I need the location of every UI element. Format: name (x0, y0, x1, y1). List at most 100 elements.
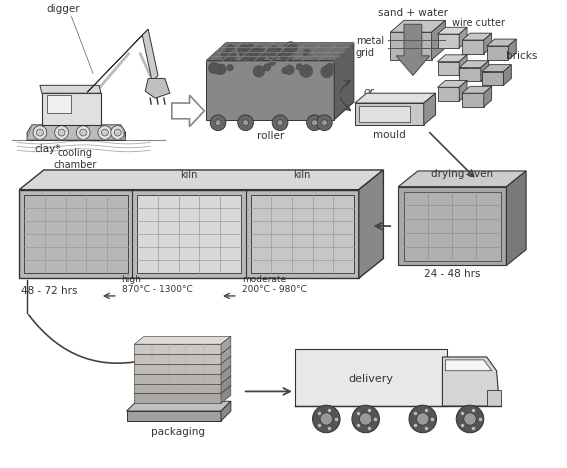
Text: clay*: clay* (34, 144, 60, 154)
Polygon shape (446, 360, 492, 371)
Circle shape (238, 115, 253, 131)
Circle shape (244, 44, 256, 57)
Polygon shape (206, 43, 354, 61)
Polygon shape (134, 356, 231, 364)
Polygon shape (251, 195, 354, 273)
Circle shape (321, 66, 333, 78)
Polygon shape (126, 401, 231, 411)
Polygon shape (172, 95, 204, 127)
Polygon shape (438, 34, 459, 48)
Circle shape (296, 64, 303, 70)
Text: bricks: bricks (506, 51, 538, 61)
Circle shape (255, 46, 265, 56)
Circle shape (227, 65, 234, 71)
Text: 48 - 72 hrs: 48 - 72 hrs (21, 286, 78, 296)
Circle shape (320, 413, 332, 425)
Polygon shape (503, 65, 511, 85)
Circle shape (285, 65, 294, 74)
Text: digger: digger (47, 5, 81, 15)
Circle shape (272, 115, 288, 131)
Polygon shape (134, 386, 231, 394)
Circle shape (80, 129, 87, 136)
Circle shape (352, 405, 379, 433)
Polygon shape (137, 195, 240, 273)
Circle shape (221, 51, 230, 59)
Polygon shape (459, 55, 467, 75)
Circle shape (282, 67, 289, 74)
Polygon shape (462, 33, 492, 40)
Polygon shape (482, 72, 503, 85)
Polygon shape (359, 106, 410, 122)
Circle shape (464, 413, 476, 425)
Polygon shape (206, 43, 354, 61)
Circle shape (312, 405, 340, 433)
Polygon shape (486, 46, 509, 60)
Circle shape (249, 48, 261, 61)
Polygon shape (142, 29, 158, 81)
Polygon shape (295, 349, 447, 406)
Polygon shape (221, 376, 231, 394)
Polygon shape (334, 43, 354, 120)
Polygon shape (134, 394, 221, 403)
Circle shape (300, 65, 312, 78)
Polygon shape (134, 354, 221, 364)
Circle shape (276, 48, 282, 55)
Circle shape (214, 66, 222, 74)
Polygon shape (40, 85, 101, 93)
Text: high
870°C - 1300°C: high 870°C - 1300°C (121, 275, 192, 294)
Polygon shape (438, 80, 467, 88)
Polygon shape (438, 27, 467, 34)
Circle shape (226, 45, 235, 53)
Circle shape (321, 120, 327, 126)
Polygon shape (134, 344, 221, 354)
Polygon shape (134, 376, 231, 384)
Polygon shape (398, 187, 506, 265)
Polygon shape (27, 124, 125, 140)
Polygon shape (459, 27, 467, 48)
Polygon shape (221, 336, 231, 354)
Polygon shape (221, 356, 231, 373)
Polygon shape (398, 171, 526, 187)
Circle shape (456, 405, 484, 433)
Circle shape (269, 59, 276, 66)
Text: mould: mould (373, 131, 405, 140)
Polygon shape (134, 373, 221, 384)
Text: sand + water: sand + water (378, 8, 448, 18)
Circle shape (409, 405, 437, 433)
Circle shape (253, 66, 265, 77)
Text: kiln: kiln (293, 170, 310, 180)
Polygon shape (438, 62, 459, 75)
Polygon shape (206, 61, 334, 120)
Circle shape (226, 51, 236, 60)
Circle shape (209, 62, 220, 74)
Polygon shape (359, 170, 383, 278)
Polygon shape (486, 39, 517, 46)
Polygon shape (126, 411, 221, 421)
Circle shape (417, 413, 429, 425)
Circle shape (238, 44, 249, 56)
Polygon shape (390, 21, 446, 32)
Polygon shape (221, 366, 231, 384)
Polygon shape (134, 384, 221, 394)
Polygon shape (482, 65, 511, 72)
Polygon shape (47, 95, 71, 113)
Text: 24 - 48 hrs: 24 - 48 hrs (424, 269, 481, 279)
Polygon shape (134, 336, 231, 344)
Circle shape (303, 50, 311, 57)
Circle shape (277, 120, 283, 126)
Polygon shape (134, 366, 231, 373)
Text: delivery: delivery (348, 373, 393, 384)
Polygon shape (404, 191, 501, 261)
Polygon shape (24, 195, 128, 273)
Circle shape (58, 129, 65, 136)
Text: metal
grid: metal grid (356, 36, 384, 58)
Circle shape (114, 129, 121, 136)
Polygon shape (19, 190, 359, 278)
Polygon shape (424, 93, 435, 124)
Polygon shape (438, 55, 467, 62)
Circle shape (101, 129, 108, 136)
Polygon shape (459, 67, 481, 81)
Circle shape (243, 120, 248, 126)
Polygon shape (145, 79, 170, 98)
Circle shape (210, 115, 226, 131)
